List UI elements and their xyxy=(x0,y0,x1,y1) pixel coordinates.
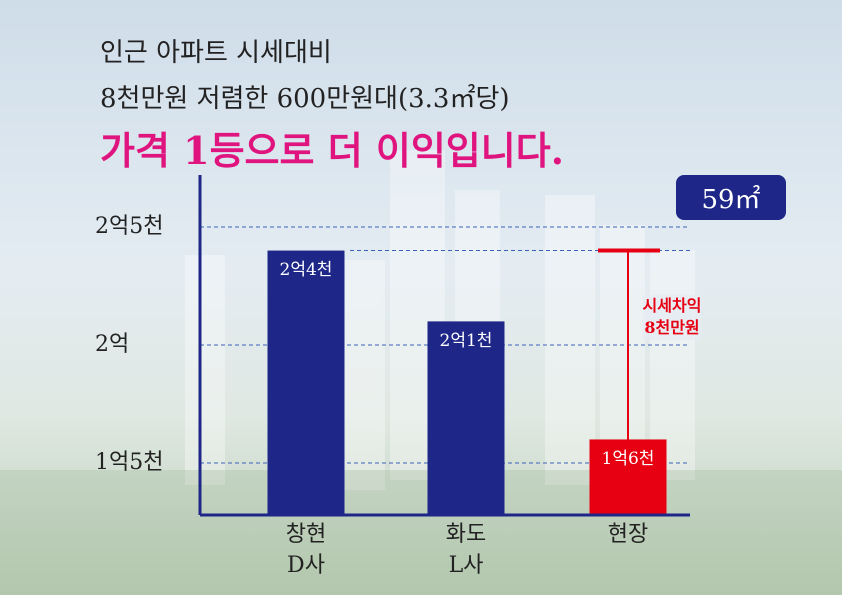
size-badge: 59㎡ xyxy=(676,175,786,220)
value-label: 2억4천 xyxy=(280,260,333,280)
y-tick-label: 2억 xyxy=(95,332,129,357)
headline: 가격 1등으로 더 이익입니다. xyxy=(100,128,564,173)
value-label: 2억1천 xyxy=(440,331,493,351)
value-label: 1억6천 xyxy=(602,449,655,469)
x-tick-label: 화도 L사 xyxy=(445,522,487,578)
bar xyxy=(267,250,345,516)
bar xyxy=(427,321,505,515)
plot: 1억5천 2억 2억5천 2억4천 2억1천 1억6천 xyxy=(95,175,690,517)
title: 인근 아파트 시세대비 xyxy=(100,38,332,68)
x-tick-label: 창현 D사 xyxy=(285,522,327,578)
bar xyxy=(589,439,667,515)
annotation: 시세차익 8천만원 xyxy=(642,295,702,340)
x-tick-label: 현장 xyxy=(607,522,649,547)
y-tick-label: 2억5천 xyxy=(95,214,163,239)
background-trees xyxy=(0,470,842,595)
y-tick-label: 1억5천 xyxy=(95,450,163,475)
subtitle: 8천만원 저렴한 600만원대(3.3㎡당) xyxy=(100,84,510,114)
